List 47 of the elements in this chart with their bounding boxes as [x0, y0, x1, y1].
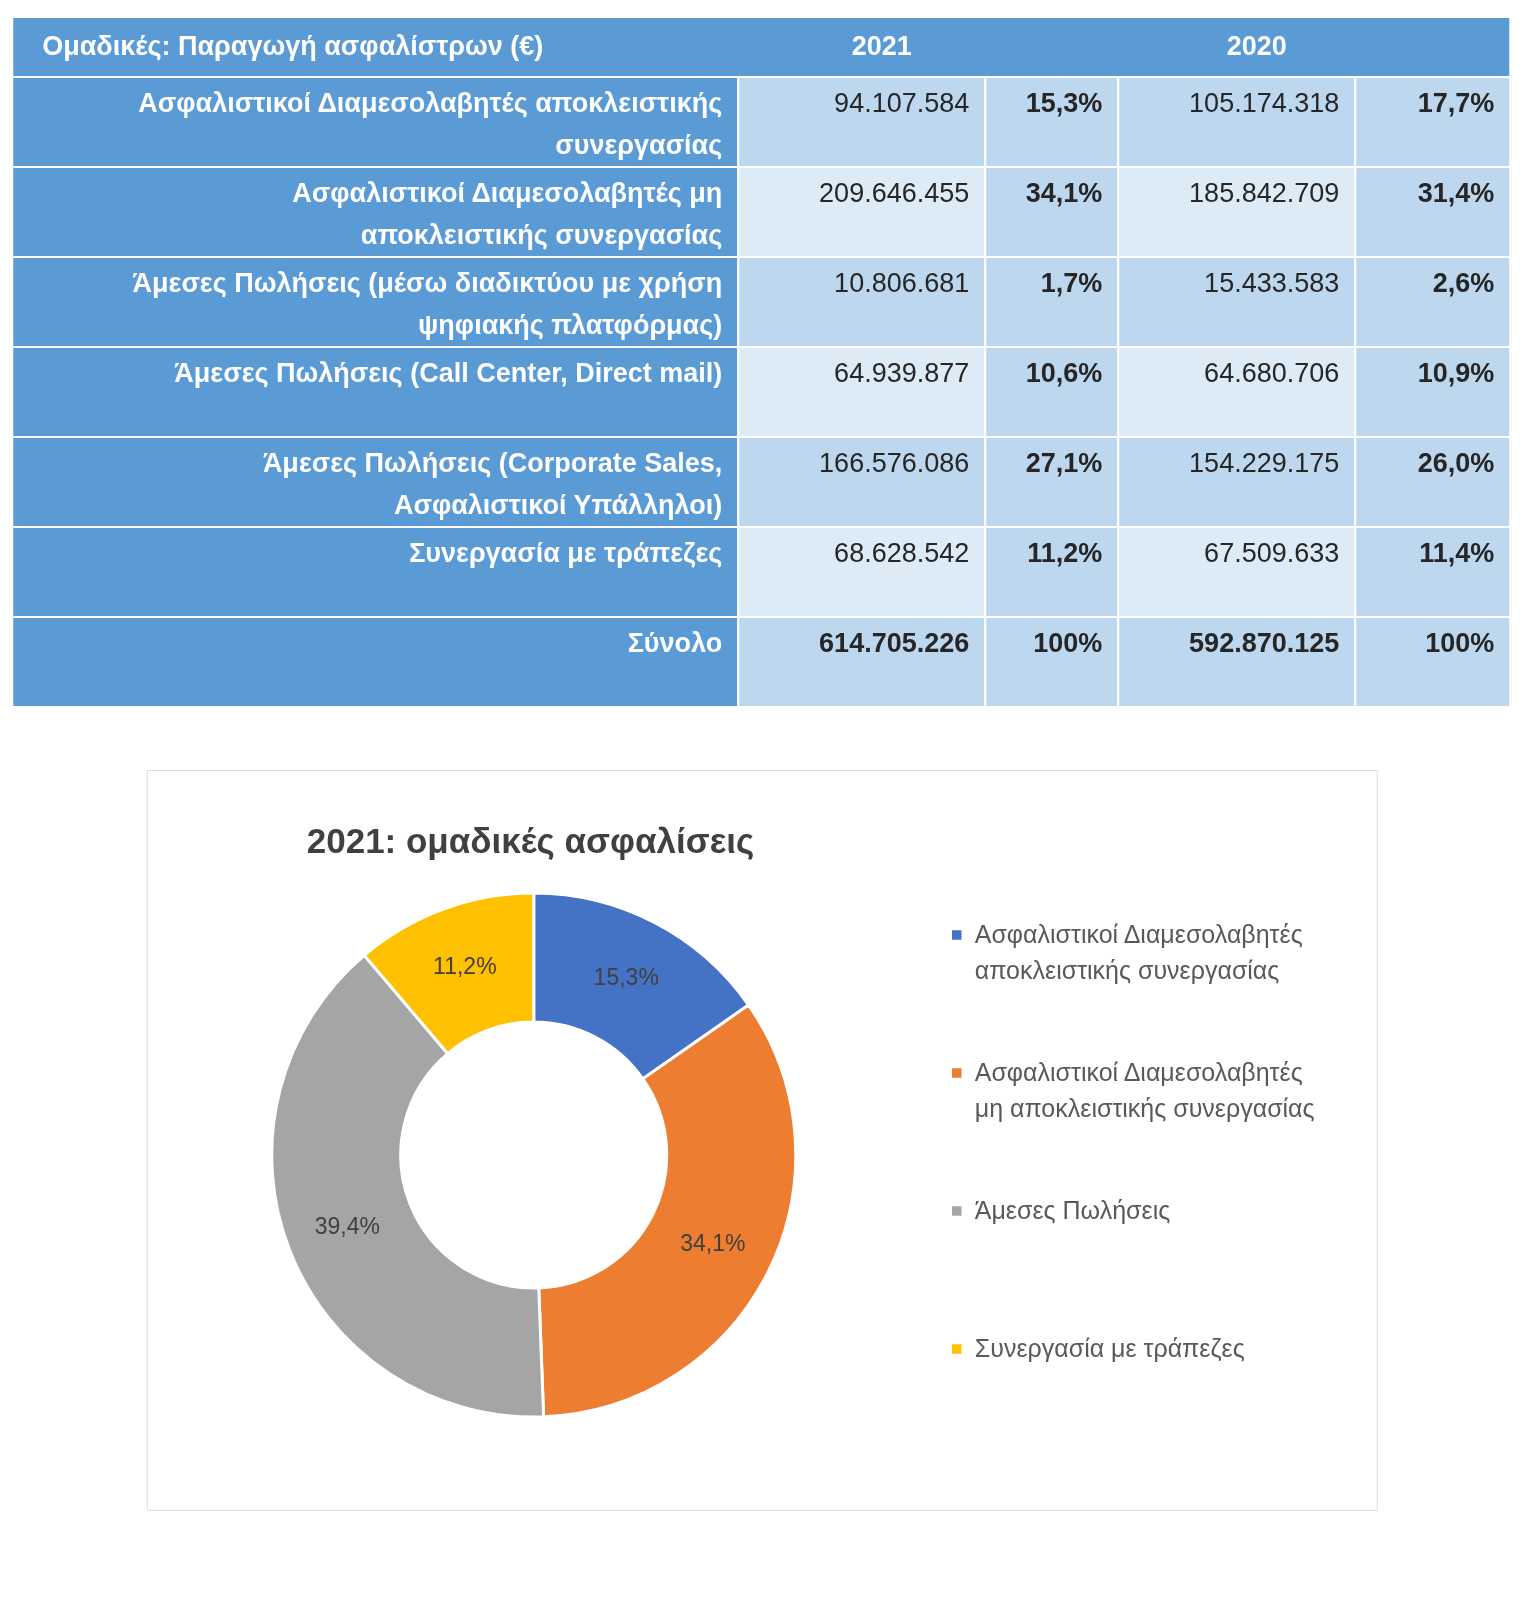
- text: 154.229.175: [1189, 448, 1340, 478]
- text: 15,3%: [1025, 88, 1103, 118]
- text: 10.806.681: [834, 268, 970, 298]
- data-label: 15,3%: [593, 963, 659, 990]
- text: 1,7%: [1040, 268, 1103, 298]
- category-label: Συνεργασία με τράπεζες: [409, 538, 723, 568]
- text: 185.842.709: [1189, 178, 1340, 208]
- category-label: 2021: [851, 31, 912, 61]
- category-label: Ομαδικές: Παραγωγή ασφαλίστρων (€): [42, 31, 544, 61]
- category-label: Άμεσες Πωλήσεις (Call Center, Direct mail): [174, 358, 723, 388]
- text: 100%: [1033, 628, 1103, 658]
- text: 67.509.633: [1204, 538, 1340, 568]
- legend-label: Άμεσες Πωλήσεις: [974, 1196, 1171, 1224]
- text: 209.646.455: [819, 178, 970, 208]
- text: 614.705.226: [819, 628, 970, 658]
- text: 105.174.318: [1189, 88, 1340, 118]
- text: 34,1%: [1025, 178, 1103, 208]
- text: 10,9%: [1417, 358, 1495, 388]
- text: 166.576.086: [819, 448, 970, 478]
- legend-label: Ασφαλιστικοί Διαμεσολαβητές αποκλειστικής συνεργασίας: [974, 920, 1303, 984]
- text: 94.107.584: [834, 88, 970, 118]
- text: 64.939.877: [834, 358, 970, 388]
- text: 10,6%: [1025, 358, 1103, 388]
- text: 592.870.125: [1189, 628, 1340, 658]
- category-label: 2020: [1226, 31, 1287, 61]
- text: 11,4%: [1419, 538, 1495, 568]
- text: 100%: [1425, 628, 1495, 658]
- legend-label: Ασφαλιστικοί Διαμεσολαβητές μη αποκλειστικής συνεργασίας: [974, 1058, 1315, 1122]
- category-label: Σύνολο: [627, 628, 723, 658]
- chart-title: 2021: ομαδικές ασφαλίσεις: [306, 821, 755, 860]
- data-label: 39,4%: [314, 1213, 380, 1240]
- category-label: Άμεσες Πωλήσεις (Corporate Sales, Ασφαλιστικοί Υπάλληλοι): [262, 448, 723, 520]
- text: 11,2%: [1027, 538, 1103, 568]
- text: 2,6%: [1432, 268, 1495, 298]
- text: 26,0%: [1417, 448, 1495, 478]
- text: 68.628.542: [834, 538, 970, 568]
- data-label: 11,2%: [433, 953, 497, 980]
- category-label: Άμεσες Πωλήσεις (μέσω διαδικτύου με χρήση ψηφιακής πλατφόρμας): [132, 268, 723, 340]
- text: 17,7%: [1417, 88, 1495, 118]
- text: 31,4%: [1417, 178, 1495, 208]
- category-label: Ασφαλιστικοί Διαμεσολαβητές μη αποκλειστικής συνεργασίας: [292, 178, 723, 250]
- text: 15.433.583: [1204, 268, 1340, 298]
- legend-label: Συνεργασία με τράπεζες: [974, 1334, 1245, 1362]
- text: 64.680.706: [1204, 358, 1340, 388]
- category-label: Ασφαλιστικοί Διαμεσολαβητές αποκλειστικής συνεργασίας: [138, 88, 723, 160]
- data-label: 34,1%: [680, 1230, 746, 1257]
- text: 27,1%: [1025, 448, 1103, 478]
